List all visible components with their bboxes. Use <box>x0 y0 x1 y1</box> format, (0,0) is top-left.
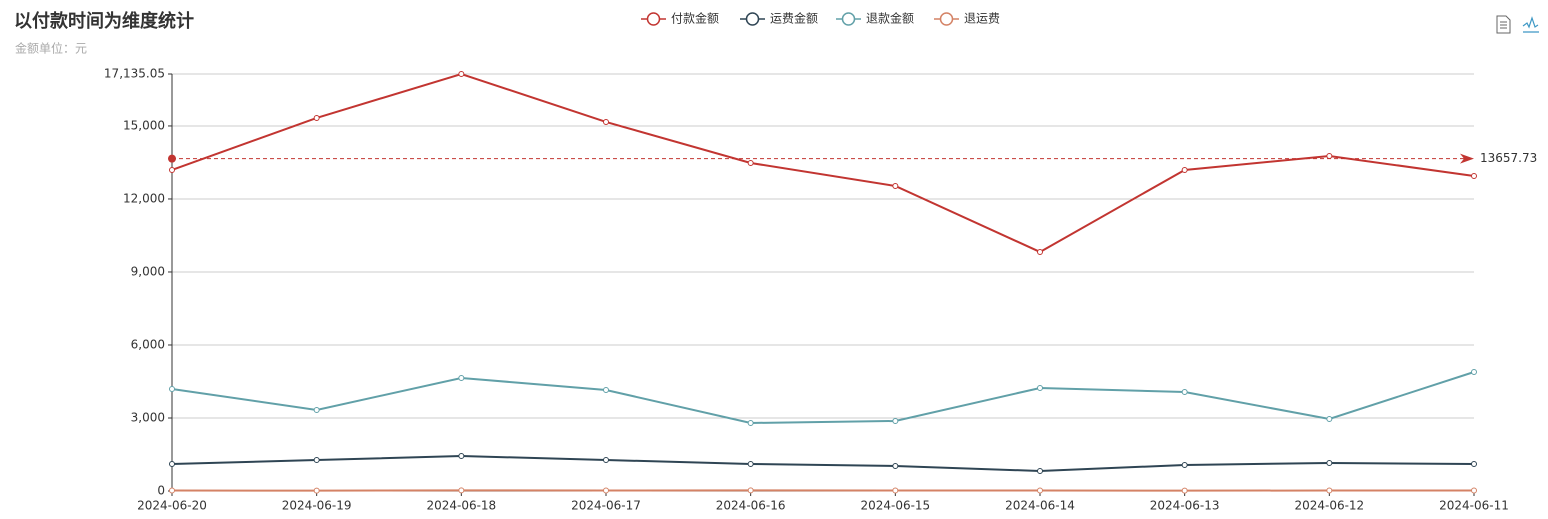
x-tick-label: 2024-06-11 <box>1439 499 1509 513</box>
data-point <box>1326 459 1333 466</box>
data-point <box>313 114 320 121</box>
y-tick-label: 6,000 <box>131 337 165 351</box>
x-tick-label: 2024-06-18 <box>426 499 496 513</box>
x-tick-label: 2024-06-19 <box>282 499 352 513</box>
data-point <box>169 385 175 392</box>
y-tick-label: 9,000 <box>131 264 165 278</box>
toolbox-data-view[interactable] <box>1496 15 1511 34</box>
x-tick-label: 2024-06-12 <box>1294 499 1364 513</box>
x-tick-label: 2024-06-13 <box>1150 499 1220 513</box>
x-tick-label: 2024-06-20 <box>137 499 207 513</box>
legend-item[interactable]: 付款金额 <box>641 11 719 26</box>
data-point <box>458 71 465 77</box>
data-point <box>892 182 899 189</box>
data-point <box>1037 384 1043 391</box>
data-point <box>747 487 754 494</box>
legend-marker <box>745 12 760 26</box>
data-point <box>1326 415 1333 422</box>
legend-item[interactable]: 运费金额 <box>740 11 818 26</box>
legend-item[interactable]: 退款金额 <box>836 11 914 26</box>
legend-label: 退运费 <box>964 12 1000 26</box>
y-tick-label: 12,000 <box>123 191 165 205</box>
x-tick-label: 2024-06-16 <box>716 499 786 513</box>
y-tick-label: 15,000 <box>123 118 165 132</box>
data-point <box>603 487 609 494</box>
data-point <box>1326 152 1333 159</box>
legend-marker <box>646 12 661 26</box>
data-point <box>747 460 754 467</box>
data-point <box>1471 368 1477 375</box>
data-point <box>1471 172 1477 179</box>
series-line <box>171 455 1475 472</box>
y-tick-label: 0 <box>157 484 165 498</box>
average-start <box>168 154 176 163</box>
data-point <box>313 487 320 494</box>
legend-label: 付款金额 <box>671 11 719 26</box>
data-point <box>169 166 175 173</box>
chart-subtitle: 金额单位：元 <box>15 41 87 56</box>
average-arrow <box>1460 153 1474 164</box>
series-line <box>171 72 1475 254</box>
data-point <box>1326 487 1333 494</box>
data-point <box>169 460 175 467</box>
data-point <box>169 487 175 494</box>
data-point <box>1037 487 1043 494</box>
data-point <box>1181 461 1188 468</box>
x-tick-label: 2024-06-17 <box>571 499 641 513</box>
legend-item[interactable]: 退运费 <box>934 12 1000 26</box>
data-point <box>892 487 899 494</box>
data-point <box>1181 487 1188 494</box>
x-tick-label: 2024-06-15 <box>860 499 930 513</box>
chart-title: 以付款时间为维度统计 <box>14 10 194 32</box>
data-point <box>1471 460 1477 467</box>
data-point <box>1181 389 1188 396</box>
data-point <box>313 406 320 413</box>
legend-label: 运费金额 <box>770 11 818 26</box>
data-point <box>603 456 609 463</box>
y-tick-label: 17,135.05 <box>104 67 165 81</box>
legend-marker <box>939 12 954 26</box>
data-point <box>603 386 609 393</box>
data-point <box>1471 487 1477 494</box>
data-point <box>892 463 899 470</box>
data-point <box>458 374 465 381</box>
series-line <box>171 371 1475 424</box>
legend-marker <box>841 12 856 26</box>
toolbox-line[interactable] <box>1522 16 1539 33</box>
data-point <box>313 456 320 463</box>
y-tick-label: 3,000 <box>131 410 165 424</box>
data-point <box>603 118 609 125</box>
legend-label: 退款金额 <box>866 11 914 26</box>
data-point <box>1037 467 1043 474</box>
data-point <box>747 159 754 166</box>
data-point <box>1037 248 1043 255</box>
data-point <box>458 487 465 494</box>
data-point <box>747 419 754 426</box>
x-tick-label: 2024-06-14 <box>1005 499 1075 513</box>
average-label: 13657.73 <box>1480 151 1537 165</box>
data-point <box>1181 166 1188 173</box>
data-point <box>892 417 899 424</box>
data-point <box>458 453 465 460</box>
